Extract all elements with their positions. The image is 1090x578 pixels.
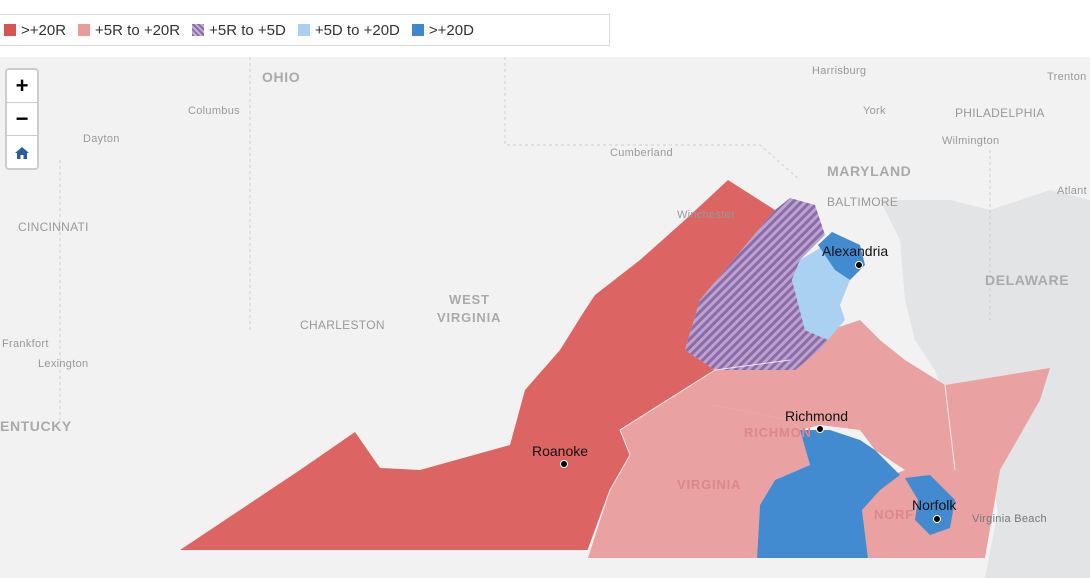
- city-label-roanoke: Roanoke: [532, 443, 589, 459]
- legend-item-strong-r: >+20R: [4, 22, 66, 39]
- legend-swatch-tossup: [192, 24, 205, 36]
- map-svg: [59, 57, 1090, 578]
- city-label-alexandria: Alexandria: [822, 243, 889, 259]
- city-label-richmond: Richmond: [785, 408, 849, 424]
- region-tossup[interactable]: [685, 198, 828, 370]
- label-norfolk-base: NORF: [874, 507, 915, 522]
- label-columbus: Columbus: [188, 105, 240, 117]
- zoom-out-button[interactable]: −: [7, 103, 37, 136]
- legend-swatch-strong-r: [4, 24, 16, 36]
- city-dot-richmond: [816, 425, 824, 433]
- label-ohio: OHIO: [262, 69, 301, 85]
- legend-label-strong-r: >+20R: [21, 21, 67, 39]
- legend-label-tossup: +5R to +5D: [209, 21, 286, 39]
- label-atlantic: Atlant: [1057, 185, 1087, 197]
- region-strong-d-norfolk[interactable]: [905, 475, 955, 535]
- label-winchester: Winchester: [677, 209, 736, 221]
- legend-item-lean-d: +5D to +20D: [297, 21, 400, 39]
- legend-item-lean-r: +5R to +20R: [78, 22, 180, 39]
- legend-item-strong-d: >+20D: [411, 21, 474, 39]
- legend-swatch-lean-r: [78, 24, 91, 36]
- label-charleston: CHARLESTON: [300, 318, 385, 332]
- label-virginia: VIRGINIA: [677, 477, 742, 492]
- zoom-control: + −: [5, 68, 39, 170]
- region-strong-r[interactable]: [180, 180, 775, 550]
- label-philadelphia: PHILADELPHIA: [955, 106, 1045, 120]
- region-lean-r-central[interactable]: [588, 370, 810, 558]
- label-dayton: Dayton: [83, 133, 120, 145]
- map-legend: >+20R +5R to +20R +5R to +5D +5D to +20D…: [0, 14, 610, 46]
- zoom-in-button[interactable]: +: [7, 70, 37, 103]
- legend-label-lean-d: +5D to +20D: [314, 21, 400, 39]
- label-trenton: Trenton: [1047, 71, 1087, 83]
- legend-label-strong-d: >+20D: [428, 21, 474, 39]
- ocean: [985, 340, 1090, 578]
- label-frankfort: Frankfort: [2, 338, 49, 350]
- city-dot-alexandria: [855, 261, 863, 269]
- label-wilmington: Wilmington: [942, 135, 1000, 147]
- label-baltimore: BALTIMORE: [827, 195, 899, 209]
- legend-item-tossup: +5R to +5D: [192, 22, 286, 39]
- label-richmond-base: RICHMON: [744, 425, 812, 440]
- label-virginia-beach: Virginia Beach: [972, 513, 1047, 525]
- home-button[interactable]: [7, 136, 37, 168]
- label-west-virginia-line2: VIRGINIA: [437, 310, 502, 325]
- label-harrisburg: Harrisburg: [812, 65, 867, 77]
- label-maryland: MARYLAND: [827, 163, 912, 179]
- map-canvas[interactable]: OHIO Columbus Dayton CINCINNATI Frankfor…: [0, 57, 1090, 578]
- region-lean-r-east[interactable]: [710, 320, 1050, 558]
- label-cumberland: Cumberland: [610, 147, 673, 159]
- legend-label-lean-r: +5R to +20R: [95, 21, 181, 39]
- legend-swatch-strong-d: [411, 24, 424, 36]
- label-lexington: Lexington: [38, 358, 89, 370]
- city-dot-norfolk: [933, 515, 941, 523]
- city-label-norfolk: Norfolk: [912, 497, 957, 513]
- legend-swatch-lean-d: [297, 24, 310, 36]
- region-strong-d-richmond[interactable]: [757, 430, 900, 558]
- home-icon: [15, 146, 29, 159]
- label-kentucky: ENTUCKY: [0, 418, 72, 434]
- label-york: York: [863, 105, 886, 117]
- label-west-virginia-line1: WEST: [449, 292, 490, 307]
- city-dot-roanoke: [560, 460, 568, 468]
- label-delaware: DELAWARE: [985, 272, 1070, 288]
- label-cincinnati: CINCINNATI: [18, 220, 89, 234]
- region-strong-d-north[interactable]: [818, 232, 865, 280]
